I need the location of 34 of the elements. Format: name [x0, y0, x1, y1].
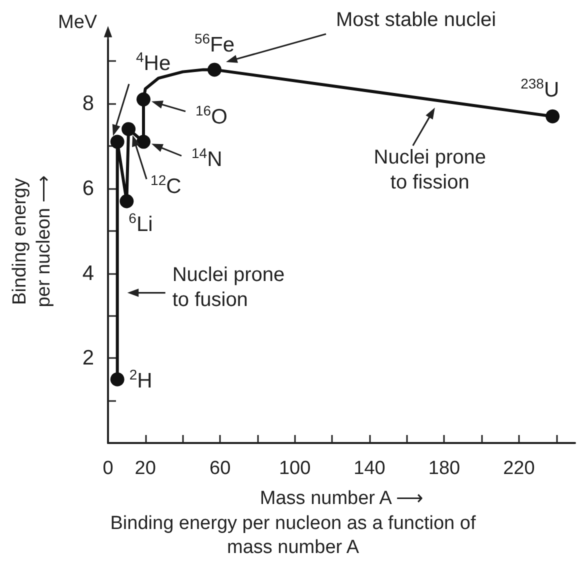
- point: [546, 109, 560, 124]
- x-tick-label: 100: [278, 458, 311, 479]
- annotation: $^{4}$He: [136, 49, 171, 75]
- x-tick-label: 180: [428, 458, 460, 479]
- y-tick-label: 4: [82, 262, 94, 285]
- annotation: Nuclei prone to fusion: [172, 264, 285, 311]
- annotation: $^{12}$C: [150, 172, 182, 198]
- annotation: $^{56}$Fe: [194, 30, 235, 57]
- annotation: $^{238}$U: [520, 75, 560, 102]
- x-tick-label: 140: [354, 458, 386, 479]
- annotation: $^{14}$N: [191, 144, 222, 171]
- point: [136, 134, 150, 149]
- x-tick-label: 220: [503, 458, 535, 479]
- text: MeV: [58, 12, 98, 33]
- point: [120, 194, 134, 208]
- point: [122, 122, 136, 136]
- annotation: Nuclei prone to fission: [374, 146, 486, 194]
- y-tick-label: 2: [82, 346, 94, 370]
- annotation: $^{16}$O: [195, 102, 228, 128]
- point: [110, 372, 124, 386]
- point: [136, 92, 150, 106]
- x-tick-label: 0: [102, 458, 114, 479]
- point: [110, 134, 124, 149]
- annotation: $^{2}$H: [129, 366, 152, 392]
- y-axis-title: Binding energy per nucleon ⟶: [10, 176, 54, 308]
- y-tick-label: 6: [82, 176, 94, 200]
- text: Binding energy per nucleon as a function of mass number A: [110, 513, 476, 558]
- y-tick-label: 8: [82, 92, 94, 116]
- x-axis-title: Mass number A ⟶: [260, 488, 424, 509]
- point: [207, 62, 222, 77]
- text: Most stable nuclei: [336, 9, 496, 31]
- x-tick-label: 60: [210, 458, 231, 479]
- annotation: $^{6}$Li: [128, 210, 153, 236]
- x-tick-label: 20: [134, 458, 156, 479]
